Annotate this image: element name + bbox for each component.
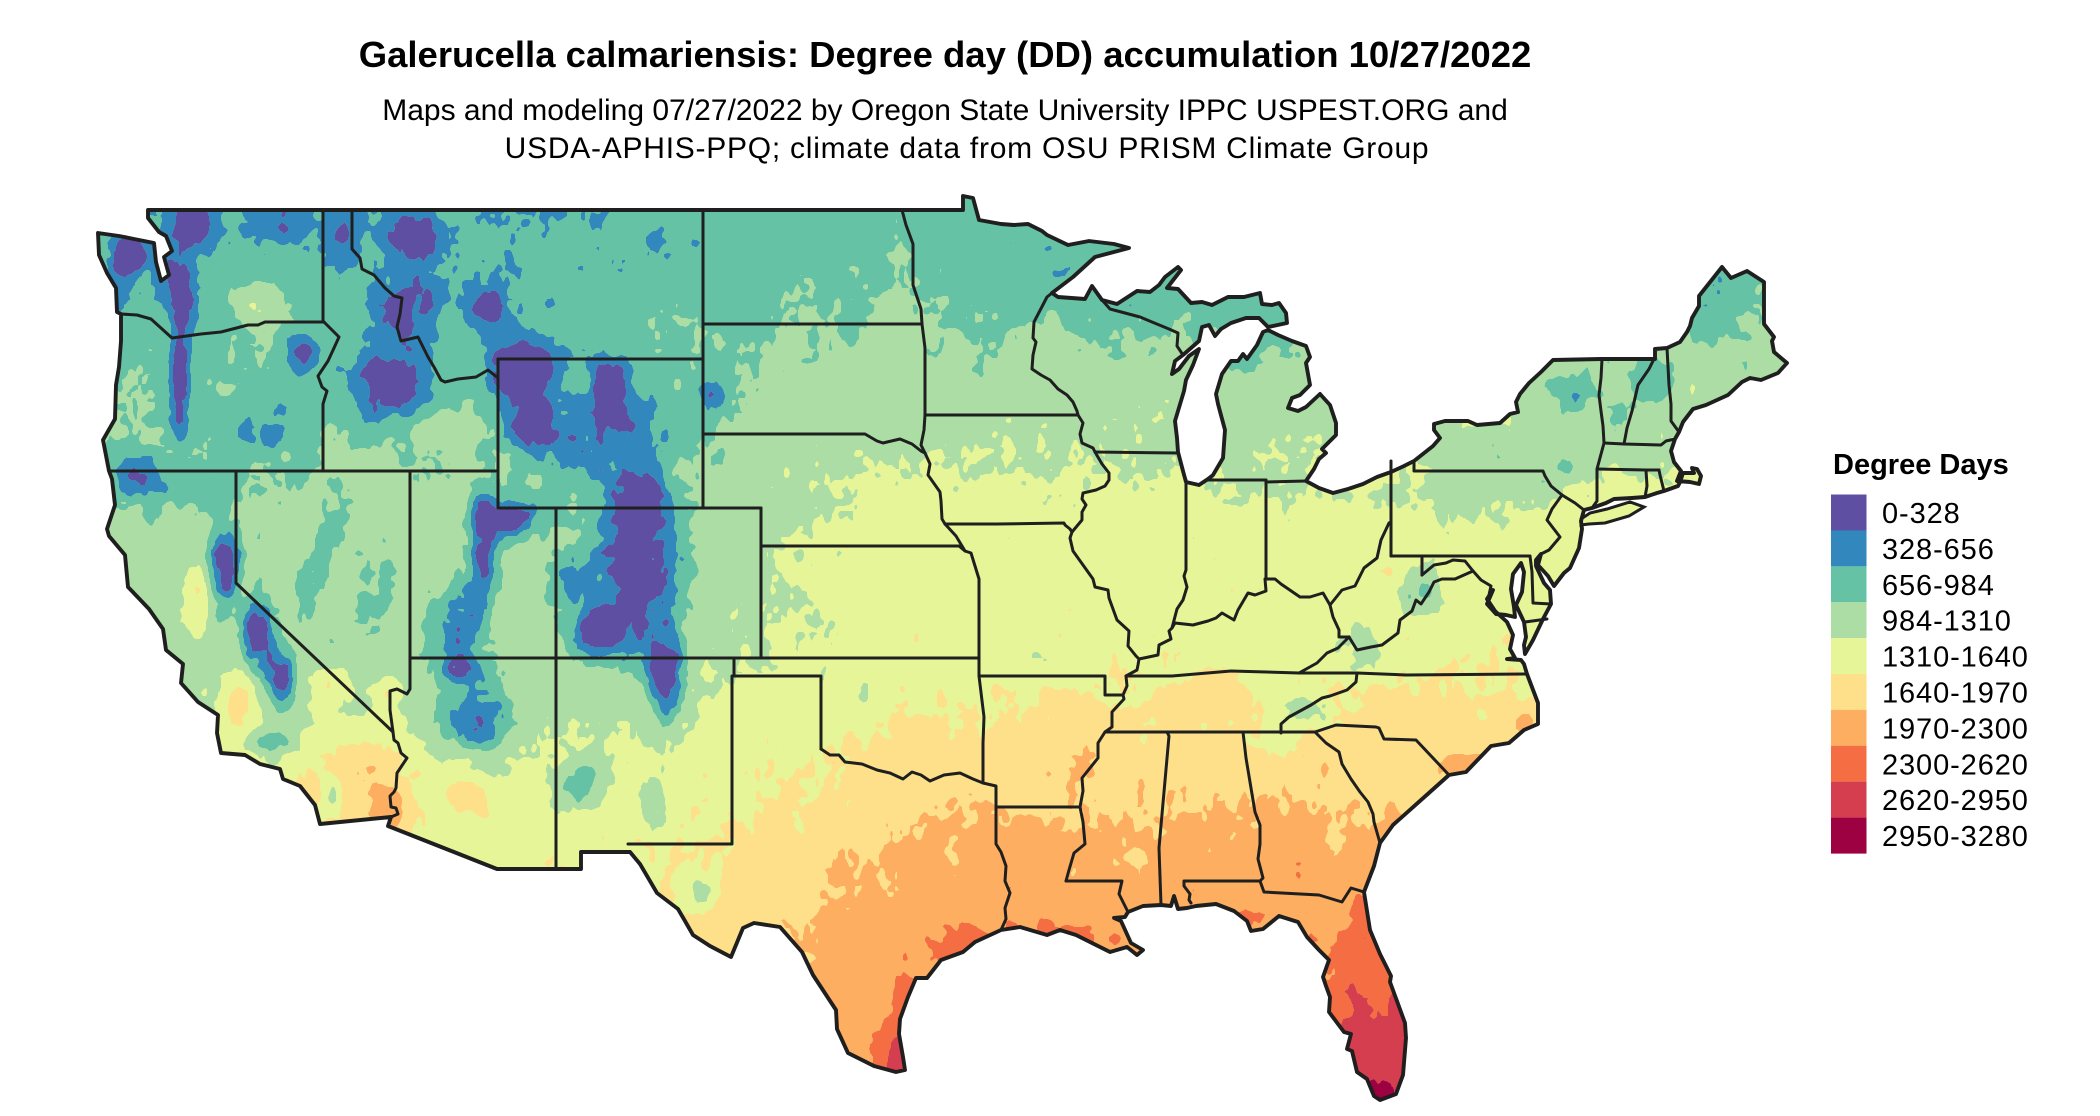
svg-text:Degree Days: Degree Days	[1833, 449, 2009, 481]
svg-text:1970-2300: 1970-2300	[1882, 713, 2029, 745]
svg-text:0-328: 0-328	[1882, 498, 1961, 530]
svg-text:2300-2620: 2300-2620	[1882, 749, 2029, 781]
svg-text:2620-2950: 2620-2950	[1882, 785, 2029, 817]
svg-text:2950-3280: 2950-3280	[1882, 821, 2029, 853]
svg-text:984-1310: 984-1310	[1882, 606, 2012, 638]
svg-text:1640-1970: 1640-1970	[1882, 678, 2029, 710]
svg-text:1310-1640: 1310-1640	[1882, 642, 2029, 674]
svg-text:328-656: 328-656	[1882, 534, 1995, 566]
svg-text:656-984: 656-984	[1882, 570, 1995, 602]
